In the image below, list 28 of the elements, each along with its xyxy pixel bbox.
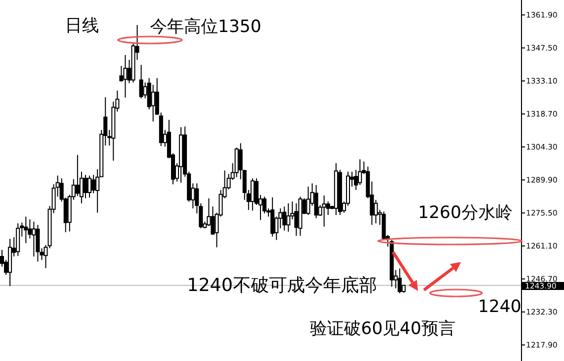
candlestick [139, 64, 144, 99]
candlestick [36, 224, 40, 262]
annotation: 1240 [478, 297, 522, 317]
candlestick [24, 216, 28, 244]
annotation: 1260分水岭 [418, 203, 512, 223]
candlestick [28, 218, 32, 239]
candlestick [87, 175, 92, 198]
candlestick [306, 186, 310, 216]
candlestick [270, 196, 274, 238]
candlestick [282, 206, 286, 232]
candlestick [76, 154, 80, 196]
candlestick [398, 268, 402, 294]
candlestick [91, 174, 96, 194]
candlestick [32, 221, 36, 257]
annotation: 今年高位1350 [150, 17, 262, 37]
candlestick [286, 202, 290, 232]
annotation: 1240不破可成今年底部 [187, 275, 377, 296]
candlestick [84, 174, 88, 199]
candlestick [123, 54, 128, 98]
candlestick [234, 147, 239, 178]
candlestick [314, 184, 318, 219]
candlestick [151, 84, 156, 122]
candlestick [250, 178, 255, 212]
candlestick [294, 202, 298, 236]
candlestick [322, 195, 326, 228]
text: 日线 [65, 16, 99, 36]
candlestick [16, 222, 20, 257]
annotation: 验证破60见40预言 [310, 319, 456, 339]
